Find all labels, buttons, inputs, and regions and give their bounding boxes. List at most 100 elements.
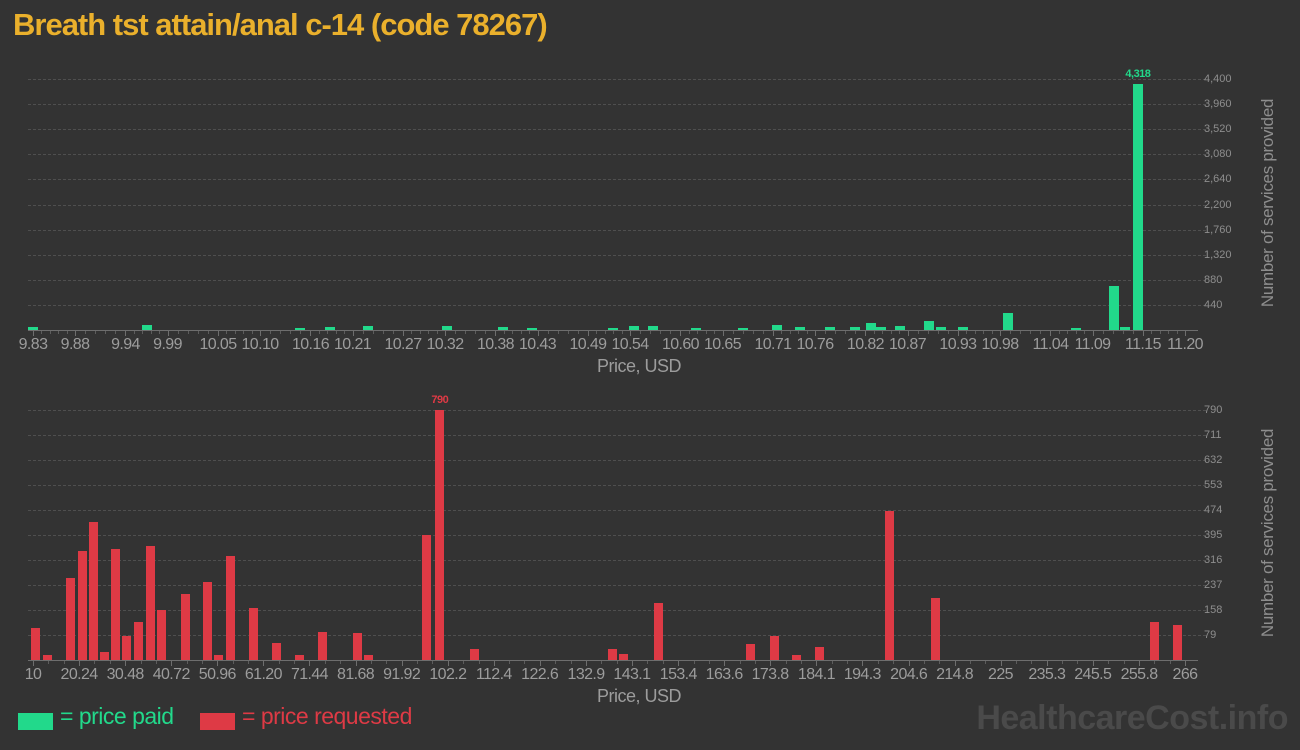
x-tick-label: 204.6 [890, 666, 928, 683]
x-axis-title: Price, USD [596, 686, 682, 706]
axis-minor-tick [411, 331, 412, 334]
axis-minor-tick [832, 661, 833, 664]
axis-minor-tick [1059, 331, 1060, 334]
x-tick-label: 11.04 [1032, 336, 1069, 353]
axis-tick [680, 331, 681, 336]
x-tick-label: 173.8 [751, 666, 790, 683]
axis-tick [630, 331, 631, 336]
axis-tick [33, 661, 34, 666]
axis-minor-tick [417, 661, 418, 664]
axis-tick [356, 661, 357, 666]
x-tick-label: 81.68 [337, 666, 375, 683]
paid-bar [142, 325, 153, 330]
axis-tick [588, 331, 589, 336]
y-tick-label: 880 [1204, 273, 1223, 286]
axis-minor-tick [622, 331, 623, 334]
axis-minor-tick [386, 661, 387, 664]
axis-minor-tick [992, 331, 993, 334]
requested-bar [607, 648, 617, 660]
axis-minor-tick [1177, 331, 1178, 334]
axis-minor-tick [226, 331, 227, 334]
axis-tick [445, 331, 446, 336]
axis-minor-tick [1040, 331, 1041, 334]
paid-bar [936, 327, 947, 330]
axis-minor-tick [801, 661, 802, 664]
y-tick-label: 316 [1204, 554, 1223, 566]
y-tick-label: 158 [1204, 604, 1223, 616]
page-title: Breath tst attain/anal c-14 (code 78267) [13, 7, 548, 42]
gridline [28, 154, 1206, 156]
y-tick-label: 3,520 [1204, 123, 1232, 136]
paid-bar [629, 325, 640, 330]
paid-bar [737, 327, 748, 330]
requested-bar [156, 610, 166, 660]
axis-minor-tick [798, 331, 799, 334]
axis-tick [260, 331, 261, 336]
axis-tick [723, 331, 724, 336]
x-tick-label: 11.20 [1167, 336, 1203, 353]
requested-bar [31, 628, 41, 660]
axis-minor-tick [512, 331, 513, 334]
gridline [28, 254, 1206, 256]
axis-minor-tick [94, 661, 95, 664]
axis-tick [263, 661, 264, 666]
x-tick-label: 10 [24, 666, 42, 683]
requested-bar [469, 648, 479, 660]
axis-minor-tick [105, 331, 106, 334]
paid-bar [958, 326, 968, 330]
axis-minor-tick [970, 661, 971, 664]
axis-minor-tick [763, 331, 764, 334]
axis-tick [1185, 661, 1186, 666]
x-axis-line [28, 330, 1198, 331]
paid-bar [772, 325, 783, 330]
requested-bar [814, 647, 824, 660]
axis-tick [909, 661, 910, 666]
paid-bar [1132, 83, 1143, 330]
axis-tick [1001, 661, 1002, 666]
paid-bar [866, 322, 877, 330]
axis-tick [1093, 661, 1094, 666]
requested-bar [352, 633, 362, 660]
axis-tick [75, 331, 76, 336]
requested-bar [78, 550, 87, 660]
axis-minor-tick [41, 331, 42, 334]
x-tick-label: 10.38 [476, 336, 515, 353]
axis-minor-tick [479, 661, 480, 664]
axis-minor-tick [555, 661, 556, 664]
requested-bar [111, 549, 121, 660]
paid-bar [362, 326, 373, 330]
gridline [28, 104, 1206, 106]
axis-minor-tick [706, 331, 707, 334]
axis-minor-tick [878, 661, 879, 664]
x-tick-label: 122.6 [521, 666, 559, 683]
requested-bar [226, 555, 236, 660]
axis-tick [1185, 331, 1186, 336]
gridline [28, 410, 1206, 411]
paid-legend-label: = price paid [60, 703, 174, 729]
axis-minor-tick [578, 331, 579, 334]
requested-bar [180, 593, 190, 660]
x-tick-label: 10.32 [426, 336, 464, 353]
x-tick-label: 9.94 [111, 336, 140, 353]
axis-minor-tick [663, 661, 664, 664]
axis-minor-tick [327, 331, 328, 334]
paid-bar [794, 327, 805, 330]
peak-value-label: 4,318 [1125, 67, 1151, 80]
axis-minor-tick [1031, 661, 1032, 664]
axis-minor-tick [524, 661, 525, 664]
requested-legend-label: = price requested [242, 703, 412, 729]
x-tick-label: 10.60 [661, 336, 700, 353]
axis-minor-tick [548, 331, 549, 334]
axis-minor-tick [1151, 331, 1152, 334]
gridline [28, 510, 1206, 511]
axis-minor-tick [568, 331, 569, 334]
paid-bar [875, 327, 886, 330]
axis-tick [125, 661, 126, 666]
gridline [28, 585, 1206, 586]
axis-tick [678, 661, 679, 666]
gridline [28, 79, 1206, 80]
axis-tick [862, 661, 863, 666]
axis-tick [353, 331, 354, 336]
y-tick-label: 237 [1204, 579, 1223, 591]
axis-minor-tick [455, 331, 456, 334]
